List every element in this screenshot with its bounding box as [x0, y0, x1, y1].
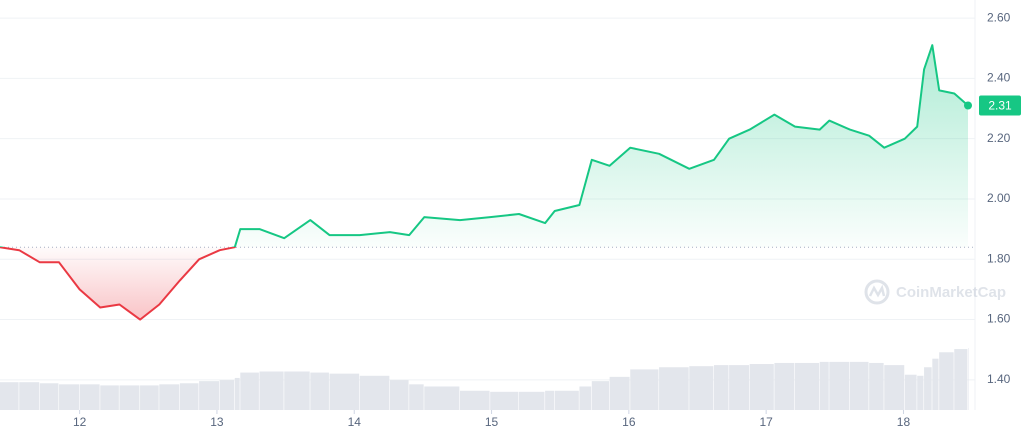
last-point [964, 101, 972, 110]
volume-bar [259, 371, 284, 410]
volume-bar [545, 390, 555, 410]
volume-bar [869, 362, 884, 410]
y-tick-label: 1.80 [987, 251, 1011, 265]
volume-bar [100, 385, 119, 410]
volume-bar [119, 385, 140, 410]
volume-bar [968, 348, 969, 410]
watermark: CoinMarketCap [864, 279, 1006, 305]
volume-bar [389, 380, 409, 410]
y-tick-label: 1.60 [987, 312, 1011, 326]
volume-bar [729, 365, 750, 410]
y-tick-label: 1.40 [987, 372, 1011, 386]
volume-bar [884, 365, 905, 410]
price-tag-label: 2.31 [988, 99, 1012, 113]
volume-bar [689, 366, 714, 410]
volume-bar [490, 391, 519, 410]
volume-bar [554, 390, 579, 410]
volume-bar [240, 372, 259, 410]
area [0, 45, 968, 320]
volume-bar [284, 371, 310, 410]
volume-bar [159, 384, 180, 410]
x-tick-label: 14 [348, 415, 362, 429]
x-tick-label: 17 [759, 415, 773, 429]
volume-bar [219, 380, 235, 410]
x-tick-label: 13 [210, 415, 224, 429]
y-tick-label: 2.40 [987, 71, 1011, 85]
volume-bar [659, 367, 689, 410]
volume-bar [409, 384, 424, 410]
volume-bar [794, 362, 820, 410]
y-tick-label: 2.20 [987, 131, 1011, 145]
volume-bar [819, 361, 829, 410]
volume-bar [359, 375, 390, 410]
volume-bar [609, 376, 630, 410]
volume-bar [713, 365, 729, 410]
y-tick-label: 2.00 [987, 191, 1011, 205]
watermark-text: CoinMarketCap [896, 284, 1006, 301]
volume-bar [424, 386, 460, 410]
y-tick-label: 2.60 [987, 10, 1011, 24]
volume-bar [199, 381, 220, 410]
volume-bar [774, 362, 795, 410]
volume-bar [79, 384, 100, 410]
volume-bar [459, 390, 490, 410]
volume-bar [924, 367, 932, 410]
volume-bar [579, 386, 592, 410]
volume-bar [179, 383, 199, 410]
volume-bar [749, 364, 774, 410]
volume-bar [829, 361, 850, 410]
volume-bar [19, 382, 40, 410]
volume-bar [917, 375, 924, 410]
volume-bar [59, 384, 80, 410]
x-tick-label: 18 [897, 415, 911, 429]
volume-bar [630, 369, 659, 410]
volume-bar [234, 377, 240, 410]
price-tag [979, 95, 1021, 116]
volume-bar [39, 383, 59, 410]
volume-bar [932, 358, 939, 410]
volume-bar [310, 372, 329, 410]
x-tick-label: 15 [485, 415, 499, 429]
volume-bar [519, 391, 545, 410]
volume-bar [904, 374, 917, 410]
volume-bar [329, 373, 360, 410]
volume-bar [954, 349, 968, 410]
x-tick-label: 12 [73, 415, 87, 429]
volume-bar [140, 385, 159, 410]
volume-bar [939, 352, 954, 410]
volume-bar [591, 381, 610, 410]
x-tick-label: 16 [622, 415, 636, 429]
volume-bar [0, 382, 19, 410]
volume-bar [849, 361, 869, 410]
price-line [0, 44, 969, 321]
